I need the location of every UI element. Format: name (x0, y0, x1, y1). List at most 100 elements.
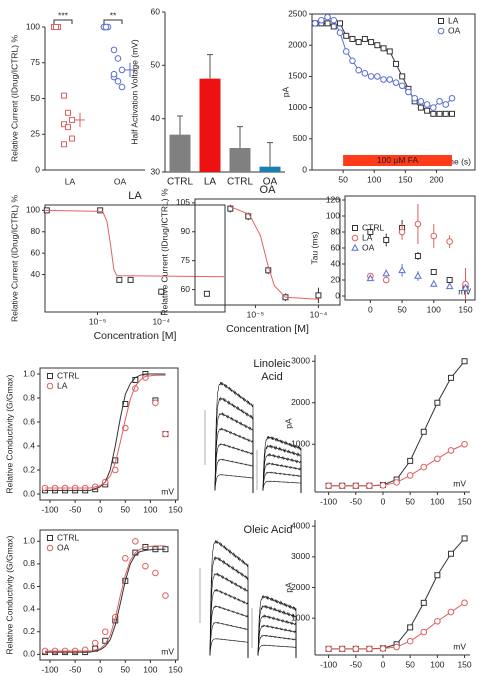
stimulus-label: 100 µM FA (377, 155, 419, 165)
marker (325, 645, 332, 653)
y-tick-label: 3000 (291, 355, 310, 365)
marker (65, 124, 71, 131)
legend-label: LA (362, 232, 373, 242)
y-axis-label: Relative Conductivity (G/Gmax) (4, 374, 14, 493)
y-axis-label: Relative Current (IDrug/ICTRL) % (159, 188, 169, 316)
marker (434, 572, 441, 579)
marker (442, 101, 450, 108)
marker (430, 269, 437, 275)
legend-marker (352, 225, 358, 231)
x-tick-label: 150 (458, 304, 472, 314)
y-tick-label: 80 (331, 226, 341, 236)
marker (406, 637, 414, 645)
legend-marker (351, 243, 359, 251)
x-tick-label: LA (204, 177, 217, 188)
marker (338, 482, 346, 490)
marker (429, 279, 438, 287)
marker (374, 73, 381, 80)
marker (330, 16, 338, 24)
y-tick-label: 40 (31, 269, 41, 279)
marker (355, 66, 362, 74)
marker (407, 457, 414, 464)
series-line (45, 548, 166, 653)
current-trace (262, 444, 302, 493)
significance-bracket (103, 19, 123, 24)
error-bar (207, 54, 213, 79)
y-tick-label: 40 (151, 113, 161, 123)
marker (430, 104, 437, 111)
marker (461, 599, 468, 607)
y-tick-label: 2000 (288, 39, 307, 49)
marker (53, 24, 59, 30)
marker (132, 538, 139, 545)
marker (424, 107, 431, 114)
marker (158, 288, 165, 295)
marker (343, 32, 350, 39)
marker (349, 57, 356, 65)
legend-label: OA (362, 242, 375, 252)
x-tick-label: 50 (405, 659, 415, 669)
trace-label: Linoleic Acid (253, 358, 291, 383)
current-trace (257, 595, 297, 658)
x-tick-label: -50 (69, 504, 82, 514)
current-trace (262, 471, 302, 493)
marker (110, 70, 118, 78)
plot-frame (39, 367, 179, 501)
x-axis-label: mV (458, 286, 471, 296)
y-axis-label: Relative Conductivity (G/Gmax) (4, 535, 14, 654)
marker (447, 550, 454, 557)
marker (383, 237, 390, 243)
current-trace (257, 634, 297, 658)
marker (448, 94, 456, 102)
y-tick-label: 2500 (288, 8, 307, 18)
marker (374, 42, 381, 49)
legend-marker (47, 535, 53, 541)
x-tick-label: OA (263, 177, 278, 188)
y-tick-label: 1.0 (23, 368, 35, 378)
marker (162, 430, 169, 438)
x-tick-label: 150 (398, 174, 412, 184)
legend-label: OA (57, 542, 70, 552)
marker (338, 645, 346, 653)
x-tick-label: 150 (168, 664, 182, 674)
marker (379, 482, 387, 489)
error-bar (177, 115, 183, 135)
x-axis-label: mV (453, 641, 466, 651)
y-tick-label: 4000 (291, 520, 310, 530)
x-tick-label: 100 (143, 664, 157, 674)
marker (352, 482, 360, 490)
current-trace (262, 435, 302, 493)
x-tick-label: CTRL (167, 177, 194, 188)
legend-label: CTRL (57, 532, 79, 542)
marker (436, 98, 443, 105)
marker (407, 624, 414, 631)
marker (69, 116, 75, 123)
legend-marker (47, 373, 53, 379)
marker (355, 39, 362, 46)
y-axis-label: Tau (ms) (309, 231, 319, 264)
marker (434, 455, 441, 463)
marker (398, 228, 406, 236)
y-tick-label: 80 (31, 226, 41, 236)
marker (366, 645, 373, 653)
current-trace (209, 621, 249, 658)
legend-label: CTRL (362, 222, 384, 232)
x-tick-label: -50 (69, 664, 82, 674)
y-tick-label: 1.0 (23, 536, 35, 546)
legend-label: LA (448, 15, 459, 25)
x-tick-label: 100 (143, 504, 157, 514)
y-tick-label: 60 (151, 6, 161, 16)
x-tick-label: 10⁻⁵ (247, 309, 264, 319)
y-tick-label: 0.2 (23, 626, 35, 636)
x-tick-label: 0 (98, 504, 103, 514)
x-tick-label: 10⁻⁴ (310, 309, 328, 319)
series-line (328, 538, 465, 650)
marker (361, 69, 369, 77)
y-axis-label: pA (283, 582, 293, 593)
legend-marker (437, 27, 445, 35)
marker (393, 643, 400, 651)
x-tick-label: 100 (430, 659, 444, 669)
current-trace (209, 572, 249, 658)
legend-label: OA (448, 25, 461, 35)
